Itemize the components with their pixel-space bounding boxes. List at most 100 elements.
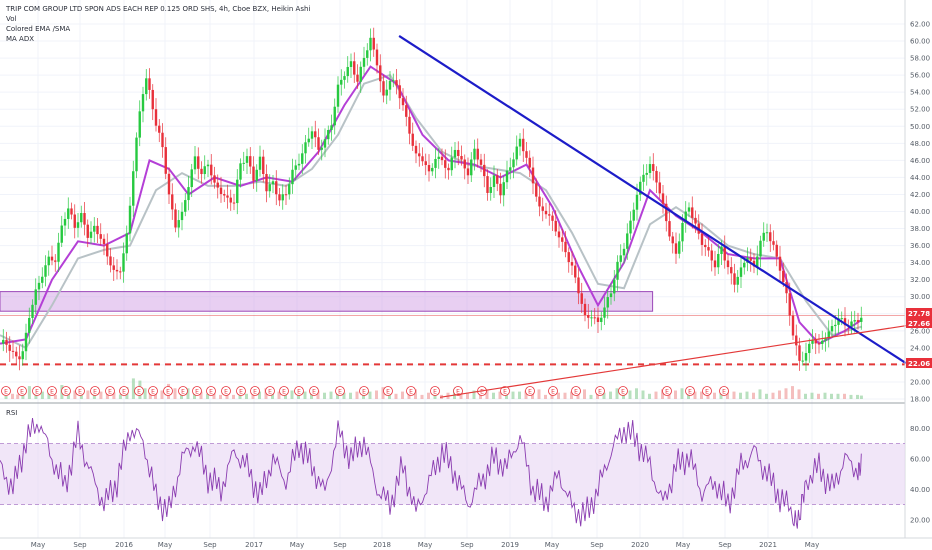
candle-body — [437, 156, 440, 159]
volume-bar — [160, 390, 164, 399]
candle-body — [613, 279, 616, 294]
candle-body — [440, 156, 444, 161]
candle-body — [733, 273, 736, 285]
earnings-marker[interactable] — [618, 386, 628, 396]
indicator-vol[interactable]: Vol — [6, 15, 17, 23]
earnings-marker[interactable] — [178, 386, 188, 396]
earnings-marker-label: E — [253, 389, 257, 396]
ema-line — [0, 65, 863, 345]
candle-body — [171, 194, 174, 210]
volume-bar — [661, 389, 664, 399]
earnings-marker[interactable] — [192, 386, 202, 396]
volume-bar — [143, 388, 147, 399]
time-tick-label: May — [676, 541, 690, 549]
candle-body — [281, 194, 284, 201]
earnings-marker[interactable] — [105, 386, 115, 396]
earnings-marker[interactable] — [406, 386, 416, 396]
descending-trendline[interactable] — [398, 35, 907, 365]
candle-body — [343, 76, 346, 80]
earnings-marker-label: E — [166, 389, 170, 396]
earnings-marker[interactable] — [702, 386, 712, 396]
candle-body — [310, 131, 314, 139]
candle-body — [63, 218, 67, 226]
earnings-marker[interactable] — [163, 386, 173, 396]
earnings-marker[interactable] — [236, 386, 246, 396]
candle-body — [671, 236, 674, 244]
candle-body — [593, 317, 596, 319]
earnings-marker[interactable] — [47, 386, 57, 396]
candle-body — [76, 222, 80, 228]
earnings-marker[interactable] — [309, 386, 319, 396]
earnings-marker[interactable] — [119, 386, 129, 396]
earnings-marker[interactable] — [1, 386, 11, 396]
candle-body — [89, 231, 93, 238]
candle-body — [119, 271, 122, 273]
candle-body — [262, 156, 265, 175]
candle-body — [775, 244, 778, 257]
candle-body — [801, 360, 804, 362]
candle-body — [109, 256, 112, 266]
candle-body — [684, 211, 687, 223]
volume-bar — [303, 391, 307, 399]
volume-bar — [131, 378, 135, 399]
rsi-pane[interactable] — [0, 417, 905, 529]
earnings-marker[interactable] — [595, 386, 605, 396]
earnings-marker[interactable] — [17, 386, 27, 396]
time-axis[interactable]: May Sep 2016 May Sep 2017 May Sep 2018 May Sep 2019… — [31, 541, 819, 549]
rsi-line — [0, 417, 862, 529]
earnings-marker[interactable] — [75, 386, 85, 396]
volume-bar — [745, 391, 749, 399]
ascending-trendline[interactable] — [439, 325, 907, 398]
candle-body — [379, 65, 382, 82]
earnings-marker[interactable] — [32, 386, 42, 396]
candle-body — [700, 233, 704, 245]
earnings-marker[interactable] — [61, 386, 71, 396]
indicator-ema-sma[interactable]: Colored EMA /SMA — [6, 25, 71, 33]
candle-body — [37, 282, 41, 290]
earnings-marker[interactable] — [383, 386, 393, 396]
rsi-axis[interactable]: 20.00 40.00 60.00 80.00 — [910, 425, 930, 525]
earnings-marker[interactable] — [134, 386, 144, 396]
earnings-marker[interactable] — [279, 386, 289, 396]
earnings-marker[interactable] — [335, 386, 345, 396]
earnings-marker[interactable] — [453, 386, 463, 396]
candle-body — [307, 138, 310, 143]
price-tick-label: 44.00 — [910, 174, 930, 182]
price-tick-label: 32.00 — [910, 276, 930, 284]
time-tick-label: Sep — [333, 541, 347, 549]
price-axis[interactable]: 18.0020.0022.0024.0026.0028.0030.0032.00… — [910, 21, 930, 404]
volume-bar — [245, 393, 248, 399]
earnings-marker[interactable] — [719, 386, 729, 396]
candle-body — [860, 317, 863, 322]
volume-bar — [323, 392, 326, 399]
volume-bar — [836, 393, 840, 399]
candle-body — [398, 85, 401, 99]
earnings-marker[interactable] — [206, 386, 216, 396]
earnings-marker[interactable] — [250, 386, 260, 396]
earnings-marker[interactable] — [430, 386, 440, 396]
time-tick-label: Sep — [203, 541, 217, 549]
candle-body — [453, 149, 457, 158]
earnings-marker[interactable] — [221, 386, 231, 396]
indicator-ma-adx[interactable]: MA ADX — [6, 35, 35, 43]
earnings-marker[interactable] — [662, 386, 672, 396]
volume-bar — [498, 391, 502, 399]
earnings-marker-label: E — [4, 389, 8, 396]
earnings-marker[interactable] — [148, 386, 158, 396]
earnings-marker[interactable] — [525, 386, 535, 396]
earnings-marker[interactable] — [685, 386, 695, 396]
earnings-marker[interactable] — [548, 386, 558, 396]
volume-bar — [420, 394, 424, 399]
earnings-marker[interactable] — [294, 386, 304, 396]
earnings-marker[interactable] — [500, 386, 510, 396]
earnings-marker[interactable] — [265, 386, 275, 396]
earnings-marker[interactable] — [571, 386, 581, 396]
earnings-marker[interactable] — [90, 386, 100, 396]
earnings-marker[interactable] — [359, 386, 369, 396]
volume-bar — [752, 392, 755, 399]
price-tick-label: 42.00 — [910, 191, 930, 199]
candle-body — [70, 208, 73, 215]
